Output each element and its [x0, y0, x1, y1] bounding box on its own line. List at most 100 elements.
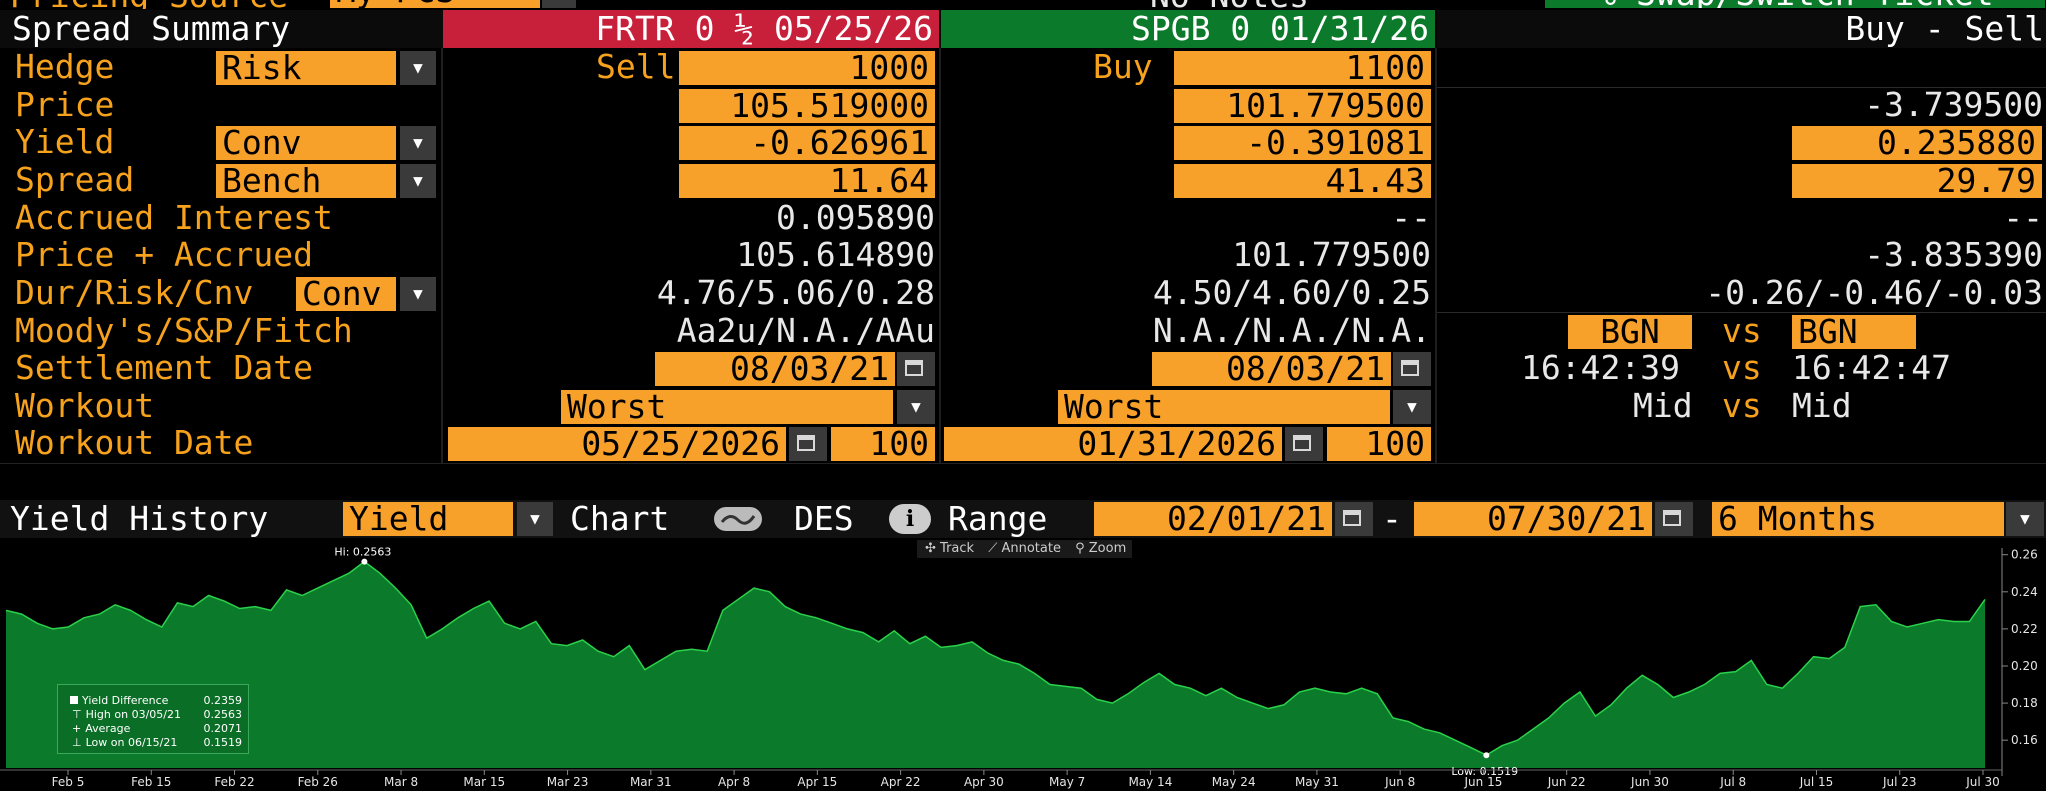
chevron-down-icon[interactable]: ▼ — [517, 502, 553, 536]
track-icon[interactable]: ✣ — [925, 541, 936, 556]
calendar-icon[interactable] — [897, 352, 935, 386]
spread-label: Spread — [15, 162, 135, 198]
chevron-down-icon[interactable]: ▼ — [897, 390, 935, 424]
legend-label: Low on 06/15/21 — [85, 736, 178, 749]
x-tick-label: Apr 8 — [718, 775, 750, 789]
leg2-workout-date[interactable]: 01/31/2026 — [944, 427, 1282, 461]
chevron-down-icon[interactable]: ▼ — [2006, 502, 2044, 536]
yield-history-chart[interactable]: Hi: 0.2563 Low: 0.1519 0.26 0.24 0.22 0.20 0.1… — [0, 540, 2046, 791]
period-select[interactable]: 6 Months — [1712, 502, 2004, 536]
high-marker-icon: ⊤ — [72, 708, 82, 721]
leg1-settlement-date[interactable]: 08/03/21 — [655, 352, 895, 386]
leg1-security[interactable]: FRTR 0 ½ 05/25/26 — [595, 11, 933, 47]
leg2-pricing-source[interactable]: BGN — [1792, 315, 1916, 349]
x-tick-label: Jun 8 — [1384, 775, 1415, 789]
chart-legend: Yield Difference 0.2359 ⊤ High on 03/05/2… — [57, 684, 249, 754]
vs-label: vs — [1722, 350, 1762, 386]
leg1-workout-price[interactable]: 100 — [831, 427, 935, 461]
notes-link[interactable]: No Notes — [1150, 0, 1309, 9]
legend-value: 0.2071 — [203, 722, 243, 735]
range-start-date[interactable]: 02/01/21 — [1094, 502, 1332, 536]
leg1-workout-select[interactable]: Worst — [561, 390, 893, 424]
chevron-down-icon[interactable]: ▼ — [400, 164, 436, 198]
divider — [1437, 87, 2046, 88]
y-tick-label: 0.22 — [2011, 622, 2038, 636]
yield-history-title: Yield History — [10, 501, 269, 537]
leg1-price-input[interactable]: 105.519000 — [679, 89, 935, 123]
leg1-ratings: Aa2u/N.A./AAu — [676, 313, 935, 349]
chevron-down-icon[interactable]: ▼ — [400, 126, 436, 160]
chart-button[interactable]: Chart — [570, 501, 670, 537]
workout-label: Workout — [15, 388, 155, 424]
history-field-select[interactable]: Yield — [343, 502, 513, 536]
hedge-label: Hedge — [15, 49, 115, 85]
pricing-source-dropdown[interactable] — [542, 0, 576, 8]
annotate-icon[interactable]: ⟋ — [988, 541, 998, 556]
divider — [1435, 48, 1437, 463]
leg2-quantity-input[interactable]: 1100 — [1174, 51, 1431, 85]
range-dash: - — [1382, 501, 1402, 537]
x-tick-label: Jun 15 — [1464, 775, 1503, 789]
spread-select[interactable]: Bench — [216, 164, 396, 198]
chevron-down-icon[interactable]: ▼ — [400, 277, 436, 311]
yield-difference-area — [6, 561, 1985, 768]
range-end-date[interactable]: 07/30/21 — [1414, 502, 1652, 536]
zoom-icon[interactable]: ⚲ — [1075, 541, 1085, 556]
calendar-icon[interactable] — [1285, 427, 1323, 461]
yield-select[interactable]: Conv — [216, 126, 396, 160]
info-icon[interactable]: i — [889, 504, 931, 534]
leg1-yield-input[interactable]: -0.626961 — [679, 126, 935, 160]
leg2-spread-input[interactable]: 41.43 — [1174, 164, 1431, 198]
chart-tools: ✣ Track ⟋ Annotate ⚲ Zoom — [917, 540, 1132, 558]
low-point — [1483, 752, 1490, 759]
leg2-security[interactable]: SPGB 0 01/31/26 — [1130, 11, 1429, 47]
calendar-icon[interactable] — [1335, 502, 1373, 536]
leg2-price-side: Mid — [1792, 388, 1852, 424]
zoom-tool[interactable]: Zoom — [1088, 541, 1127, 556]
legend-label: High on 03/05/21 — [85, 708, 181, 721]
leg1-spread-input[interactable]: 11.64 — [679, 164, 935, 198]
chart-toggle-icon[interactable] — [714, 507, 762, 531]
calendar-icon[interactable] — [1393, 352, 1431, 386]
checkbox-icon[interactable] — [70, 696, 78, 704]
leg1-side: Sell — [596, 49, 676, 85]
x-tick-label: Jun 22 — [1547, 775, 1586, 789]
leg1-price-accrued: 105.614890 — [736, 237, 935, 273]
leg2-settlement-date[interactable]: 08/03/21 — [1152, 352, 1391, 386]
leg1-pricing-source[interactable]: BGN — [1568, 315, 1692, 349]
track-tool[interactable]: Track — [940, 541, 975, 556]
leg2-side: Buy — [1093, 49, 1153, 85]
chevron-down-icon[interactable]: ▼ — [400, 51, 436, 85]
des-button[interactable]: DES — [794, 501, 854, 537]
divider — [1437, 312, 2046, 313]
calendar-icon[interactable] — [1655, 502, 1693, 536]
calendar-icon[interactable] — [789, 427, 827, 461]
x-tick-label: Mar 23 — [547, 775, 589, 789]
chevron-down-icon[interactable]: ▼ — [1393, 390, 1431, 424]
low-annotation: Low: 0.1519 — [1451, 765, 1518, 778]
leg1-workout-date[interactable]: 05/25/2026 — [448, 427, 786, 461]
leg2-price-input[interactable]: 101.779500 — [1174, 89, 1431, 123]
x-tick-label: Feb 15 — [131, 775, 171, 789]
legend-value: 0.2359 — [203, 694, 243, 707]
hedge-select[interactable]: Risk — [216, 51, 396, 85]
pricing-source-select[interactable]: My PCS — [330, 0, 540, 8]
settlement-date-label: Settlement Date — [15, 350, 314, 386]
x-tick-label: Jul 23 — [1882, 775, 1917, 789]
leg1-dur-risk-cnv: 4.76/5.06/0.28 — [656, 275, 935, 311]
annotate-tool[interactable]: Annotate — [1001, 541, 1061, 556]
price-label: Price — [15, 87, 115, 123]
dur-select[interactable]: Conv — [296, 277, 396, 311]
leg2-workout-price[interactable]: 100 — [1327, 427, 1431, 461]
leg1-quantity-input[interactable]: 1000 — [679, 51, 935, 85]
leg2-yield-input[interactable]: -0.391081 — [1174, 126, 1431, 160]
price-accrued-label: Price + Accrued — [15, 237, 314, 273]
spread-summary-header: Spread Summary — [0, 10, 443, 48]
swap-ticket-button[interactable]: % Swap/Switch Ticket — [1545, 0, 2045, 8]
leg2-workout-select[interactable]: Worst — [1058, 390, 1390, 424]
vs-label: vs — [1722, 388, 1762, 424]
diff-header: Buy - Sell — [1437, 10, 2046, 48]
high-annotation: Hi: 0.2563 — [334, 546, 391, 559]
leg1-price-side: Mid — [1633, 388, 1693, 424]
leg1-price-time: 16:42:39 — [1521, 350, 1680, 386]
